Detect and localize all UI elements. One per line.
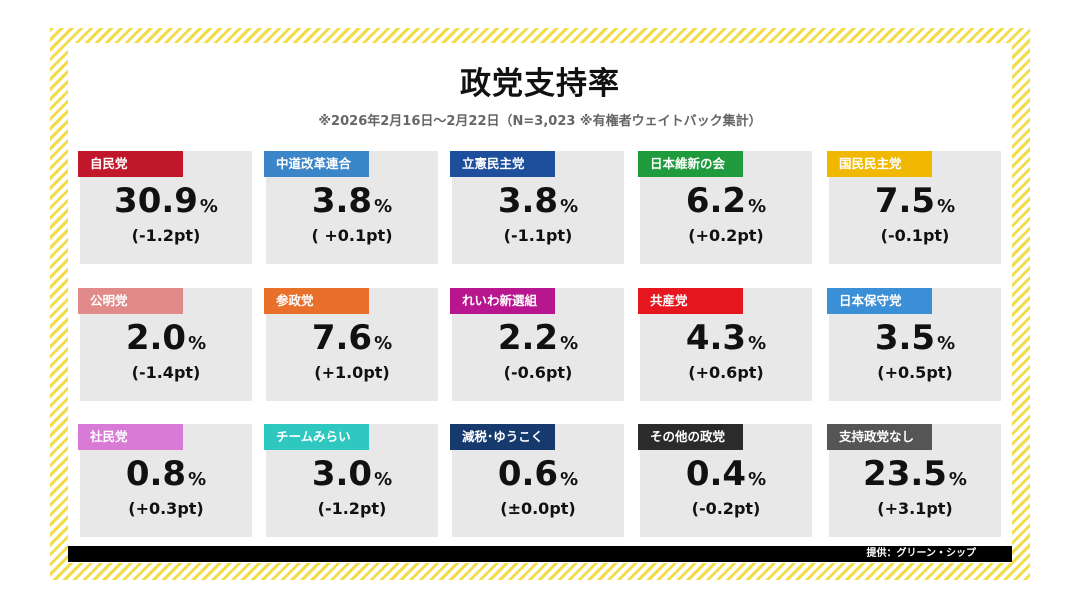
change-value: (-0.1pt) [880,226,950,245]
percent-unit: % [374,333,393,354]
support-value: 4.3% [640,318,812,358]
party-card: 国民民主党 7.5% (-0.1pt) [827,151,1001,264]
party-card: 日本保守党 3.5% (+0.5pt) [827,288,1001,401]
support-value: 2.0% [80,318,252,358]
percent-unit: % [948,469,967,490]
party-label: 減税･ゆうこく [450,424,555,450]
party-label: 共産党 [638,288,743,314]
change-value: (+0.5pt) [877,363,953,382]
percent-unit: % [188,469,207,490]
support-value: 3.8% [452,181,624,221]
support-value: 2.2% [452,318,624,358]
support-number: 3.5 [874,318,936,358]
party-label: 立憲民主党 [450,151,555,177]
chart-title: 政党支持率 [460,66,620,102]
party-label: 自民党 [78,151,183,177]
change-value: (-1.2pt) [131,226,201,245]
party-label: 中道改革連合 [264,151,369,177]
change-value: (+0.2pt) [688,226,764,245]
party-label: 支持政党なし [827,424,932,450]
support-value: 30.9% [80,181,252,221]
footer-bar: 提供：グリーン・シップ [68,546,1012,562]
support-number: 23.5 [863,454,947,494]
party-card: 共産党 4.3% (+0.6pt) [638,288,812,401]
percent-unit: % [560,469,579,490]
change-value: ( +0.1pt) [311,226,393,245]
change-value: (-1.1pt) [503,226,573,245]
percent-unit: % [560,333,579,354]
change-value: (-0.2pt) [691,499,761,518]
party-card: 中道改革連合 3.8% ( +0.1pt) [264,151,438,264]
support-value: 0.6% [452,454,624,494]
support-number: 3.8 [311,181,373,221]
change-value: (+3.1pt) [877,499,953,518]
party-card: 社民党 0.8% (+0.3pt) [78,424,252,537]
support-value: 3.8% [266,181,438,221]
change-value: (-0.6pt) [503,363,573,382]
percent-unit: % [748,196,767,217]
support-number: 3.0 [311,454,373,494]
support-value: 23.5% [829,454,1001,494]
support-value: 7.6% [266,318,438,358]
party-card: その他の政党 0.4% (-0.2pt) [638,424,812,537]
party-card: チームみらい 3.0% (-1.2pt) [264,424,438,537]
party-card: 自民党 30.9% (-1.2pt) [78,151,252,264]
party-label: 国民民主党 [827,151,932,177]
support-number: 0.6 [497,454,559,494]
percent-unit: % [937,196,956,217]
party-card: 参政党 7.6% (+1.0pt) [264,288,438,401]
chart-subtitle: ※2026年2月16日～2月22日（N=3,023 ※有権者ウェイトバック集計） [318,114,762,129]
support-value: 0.4% [640,454,812,494]
support-number: 2.2 [497,318,559,358]
support-number: 2.0 [125,318,187,358]
party-label: その他の政党 [638,424,743,450]
support-number: 4.3 [685,318,747,358]
party-label: チームみらい [264,424,369,450]
percent-unit: % [374,196,393,217]
party-card: 立憲民主党 3.8% (-1.1pt) [450,151,624,264]
support-number: 7.6 [311,318,373,358]
credit-text: 提供：グリーン・シップ [866,548,977,559]
party-card: 減税･ゆうこく 0.6% (±0.0pt) [450,424,624,537]
support-number: 0.8 [125,454,187,494]
party-label: れいわ新選組 [450,288,555,314]
party-card: れいわ新選組 2.2% (-0.6pt) [450,288,624,401]
percent-unit: % [199,196,218,217]
percent-unit: % [937,333,956,354]
percent-unit: % [374,469,393,490]
support-value: 3.0% [266,454,438,494]
support-number: 0.4 [685,454,747,494]
party-label: 公明党 [78,288,183,314]
party-label: 社民党 [78,424,183,450]
support-value: 0.8% [80,454,252,494]
change-value: (+1.0pt) [314,363,390,382]
change-value: (+0.3pt) [128,499,204,518]
party-card: 公明党 2.0% (-1.4pt) [78,288,252,401]
change-value: (-1.4pt) [131,363,201,382]
percent-unit: % [560,196,579,217]
party-label: 参政党 [264,288,369,314]
support-value: 7.5% [829,181,1001,221]
party-label: 日本維新の会 [638,151,743,177]
party-card: 日本維新の会 6.2% (+0.2pt) [638,151,812,264]
change-value: (±0.0pt) [500,499,576,518]
percent-unit: % [188,333,207,354]
support-number: 7.5 [874,181,936,221]
percent-unit: % [748,333,767,354]
change-value: (-1.2pt) [317,499,387,518]
change-value: (+0.6pt) [688,363,764,382]
support-number: 30.9 [114,181,198,221]
percent-unit: % [748,469,767,490]
support-value: 6.2% [640,181,812,221]
support-value: 3.5% [829,318,1001,358]
party-card: 支持政党なし 23.5% (+3.1pt) [827,424,1001,537]
party-label: 日本保守党 [827,288,932,314]
support-number: 3.8 [497,181,559,221]
support-number: 6.2 [685,181,747,221]
